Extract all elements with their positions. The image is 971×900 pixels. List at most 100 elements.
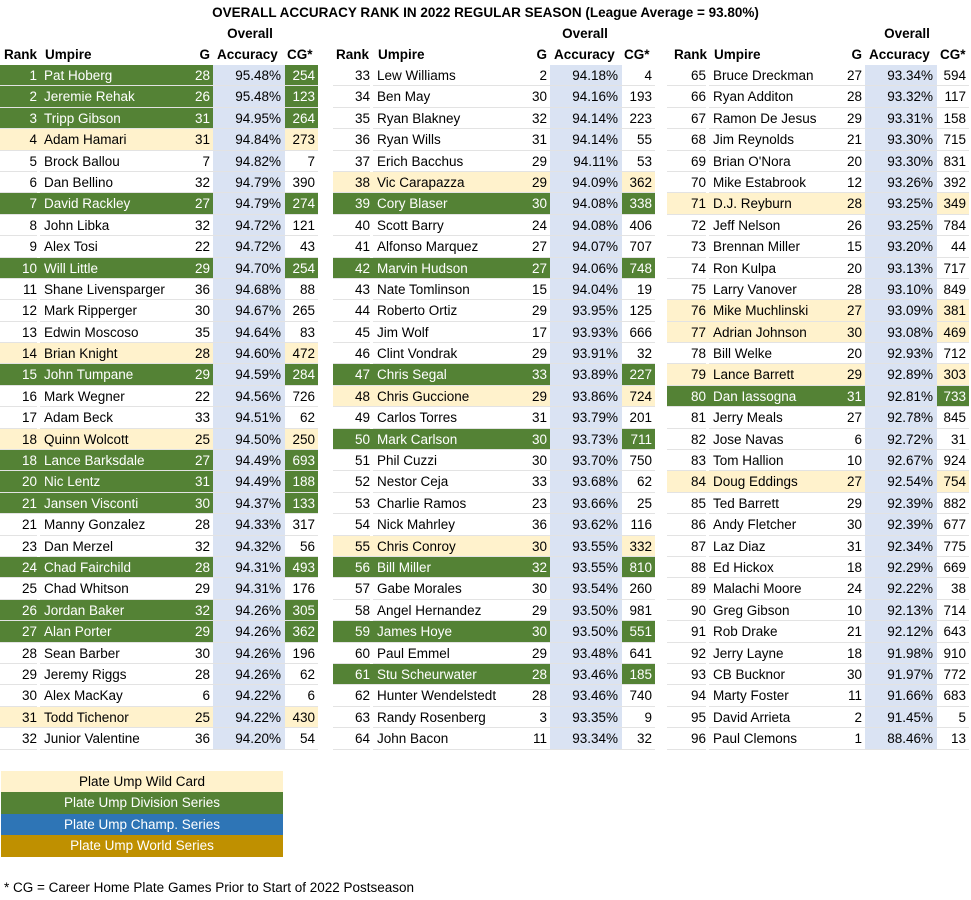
- rank-cell: 80: [667, 386, 706, 408]
- umpire-name-cell: Ben May: [373, 86, 525, 108]
- umpire-name-cell: Dan Bellino: [40, 172, 188, 194]
- accuracy-cell: 91.98%: [865, 642, 937, 664]
- header-g-2: G: [536, 47, 547, 62]
- career-games-cell: 714: [937, 600, 969, 622]
- games-cell: 30: [838, 322, 865, 344]
- rank-cell: 3: [0, 108, 37, 130]
- accuracy-cell: 94.95%: [213, 107, 285, 130]
- accuracy-cell: 94.70%: [213, 257, 285, 279]
- umpire-name-cell: Lew Williams: [373, 65, 525, 87]
- rank-cell: 47: [333, 364, 370, 386]
- career-games-cell: 469: [937, 322, 969, 344]
- rank-cell: 39: [333, 193, 370, 215]
- games-cell: 30: [838, 664, 865, 686]
- rank-cell: 1: [0, 65, 37, 87]
- games-cell: 36: [186, 279, 213, 301]
- accuracy-cell: 93.48%: [550, 642, 622, 664]
- umpire-name-cell: David Arrieta: [709, 707, 855, 729]
- umpire-name-cell: Vic Carapazza: [373, 172, 525, 194]
- accuracy-cell: 93.20%: [865, 236, 937, 258]
- umpire-name-cell: Gabe Morales: [373, 578, 525, 600]
- games-cell: 26: [838, 215, 865, 237]
- games-cell: 2: [838, 707, 865, 729]
- games-cell: 28: [523, 685, 550, 707]
- accuracy-cell: 93.95%: [550, 300, 622, 322]
- umpire-name-cell: Adrian Johnson: [709, 322, 855, 344]
- rank-cell: 7: [0, 193, 37, 215]
- games-cell: 15: [838, 236, 865, 258]
- games-cell: 18: [838, 557, 865, 579]
- games-cell: 32: [186, 600, 213, 622]
- career-games-cell: 831: [937, 151, 969, 172]
- games-cell: 28: [186, 514, 213, 536]
- games-cell: 17: [523, 322, 550, 344]
- career-games-cell: 44: [937, 236, 969, 258]
- umpire-name-cell: Jeremy Riggs: [40, 664, 188, 686]
- career-games-cell: 56: [285, 536, 318, 557]
- rank-cell: 8: [0, 215, 37, 237]
- umpire-name-cell: Charlie Ramos: [373, 493, 525, 515]
- games-cell: 30: [186, 643, 213, 664]
- accuracy-cell: 94.31%: [213, 556, 285, 579]
- career-games-cell: 158: [937, 108, 969, 130]
- games-cell: 7: [186, 151, 213, 172]
- accuracy-cell: 91.45%: [865, 706, 937, 729]
- career-games-cell: 303: [937, 364, 969, 386]
- games-cell: 20: [838, 151, 865, 172]
- games-cell: 28: [186, 557, 213, 579]
- career-games-cell: 88: [285, 279, 318, 301]
- career-games-cell: 62: [622, 471, 655, 493]
- umpire-name-cell: Alfonso Marquez: [373, 236, 525, 258]
- accuracy-cell: 93.08%: [865, 321, 937, 344]
- umpire-name-cell: Erich Bacchus: [373, 151, 525, 172]
- accuracy-cell: 92.78%: [865, 407, 937, 429]
- umpire-name-cell: Jerry Layne: [709, 643, 855, 664]
- umpire-name-cell: Lance Barksdale: [40, 450, 188, 472]
- header-cg-1: CG*: [287, 47, 313, 62]
- games-cell: 28: [838, 86, 865, 108]
- accuracy-cell: 94.22%: [213, 685, 285, 707]
- games-cell: 30: [523, 193, 550, 215]
- career-games-cell: 121: [285, 215, 318, 237]
- accuracy-cell: 94.16%: [550, 86, 622, 108]
- career-games-cell: 381: [937, 300, 969, 322]
- rank-cell: 93: [667, 664, 706, 686]
- accuracy-cell: 93.26%: [865, 171, 937, 194]
- rank-cell: 43: [333, 279, 370, 301]
- umpire-name-cell: Dan Iassogna: [709, 386, 855, 408]
- games-cell: 10: [838, 450, 865, 472]
- accuracy-cell: 92.22%: [865, 578, 937, 600]
- career-games-cell: 196: [285, 643, 318, 664]
- games-cell: 32: [186, 536, 213, 557]
- games-cell: 29: [523, 172, 550, 194]
- career-games-cell: 981: [622, 600, 655, 622]
- career-games-cell: 265: [285, 300, 318, 322]
- career-games-cell: 349: [937, 193, 969, 215]
- rank-cell: 41: [333, 236, 370, 258]
- accuracy-cell: 92.54%: [865, 471, 937, 493]
- accuracy-cell: 94.26%: [213, 621, 285, 643]
- umpire-name-cell: Chris Guccione: [373, 386, 525, 408]
- rank-cell: 78: [667, 343, 706, 365]
- accuracy-cell: 94.49%: [213, 471, 285, 493]
- career-games-cell: 717: [937, 258, 969, 279]
- rank-cell: 10: [0, 258, 37, 279]
- header-accuracy-2: Accuracy: [554, 47, 615, 62]
- games-cell: 31: [523, 407, 550, 429]
- career-games-cell: 362: [285, 621, 318, 643]
- accuracy-cell: 93.68%: [550, 471, 622, 493]
- umpire-name-cell: Brian Knight: [40, 343, 188, 365]
- rank-cell: 67: [667, 108, 706, 130]
- footnote: * CG = Career Home Plate Games Prior to …: [4, 880, 415, 895]
- umpire-name-cell: Brock Ballou: [40, 151, 188, 172]
- rank-cell: 18: [0, 450, 37, 472]
- umpire-name-cell: Brian O'Nora: [709, 151, 855, 172]
- rank-cell: 60: [333, 643, 370, 664]
- accuracy-cell: 94.37%: [213, 492, 285, 515]
- accuracy-cell: 94.32%: [213, 535, 285, 557]
- games-cell: 28: [838, 279, 865, 301]
- career-games-cell: 31: [937, 429, 969, 451]
- career-games-cell: 264: [285, 108, 318, 130]
- games-cell: 29: [186, 258, 213, 279]
- accuracy-cell: 94.67%: [213, 300, 285, 322]
